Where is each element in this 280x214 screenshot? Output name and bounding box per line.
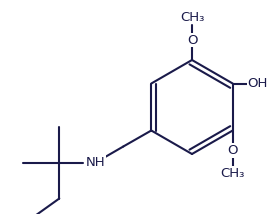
Text: CH₃: CH₃ — [180, 10, 204, 24]
Text: NH: NH — [85, 156, 105, 169]
Text: O: O — [187, 34, 197, 46]
Text: CH₃: CH₃ — [221, 167, 245, 180]
Text: O: O — [227, 144, 238, 157]
Text: OH: OH — [248, 77, 268, 90]
